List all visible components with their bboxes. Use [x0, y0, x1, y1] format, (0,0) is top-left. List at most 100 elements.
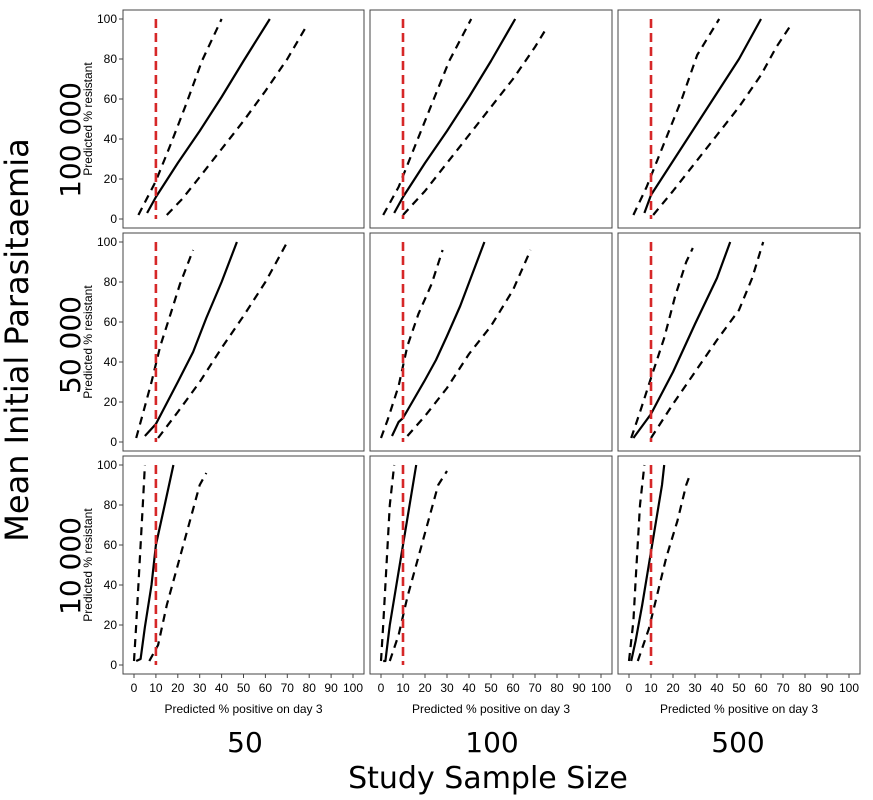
x-tick-label: 40 [215, 681, 229, 695]
x-tick-label: 90 [572, 681, 586, 695]
upper-ci-line [627, 464, 646, 662]
x-tick-label: 30 [193, 681, 207, 695]
upper-ci-line [382, 18, 473, 216]
estimate-line [144, 241, 238, 437]
col-label-500: 500 [711, 726, 764, 759]
y-tick-label: 20 [104, 395, 118, 409]
x-tick-label: 80 [303, 681, 317, 695]
x-tick-label: 60 [259, 681, 273, 695]
col-axis-title: Study Sample Size [348, 761, 628, 796]
upper-ci-line [137, 18, 223, 216]
x-tick-label: 40 [462, 681, 476, 695]
y-tick-label: 60 [104, 315, 118, 329]
estimate-line [632, 241, 732, 439]
x-tick-label: 20 [666, 681, 680, 695]
y-tick-label: 0 [110, 658, 117, 672]
panel-frame [122, 455, 365, 675]
panel-frame [369, 232, 613, 452]
x-tick-label: 60 [506, 681, 520, 695]
panel-xlabel: Predicted % positive on day 3 [412, 702, 570, 716]
upper-ci-line [132, 464, 146, 662]
x-tick-label: 70 [776, 681, 790, 695]
panel-ylabel: Predicted % resistant [81, 62, 95, 176]
panel-100000-n50: 0 20 40 60 80 100 Predicted % resistant [81, 9, 365, 229]
x-tick-label: 50 [732, 681, 746, 695]
panel-ylabel: Predicted % resistant [81, 508, 95, 622]
y-tick-label: 40 [104, 132, 118, 146]
estimate-line [135, 464, 175, 663]
lower-ci-line [650, 241, 765, 439]
panel-ylabel: Predicted % resistant [81, 285, 95, 399]
lower-ci-line [636, 472, 692, 662]
x-tick-label: 90 [324, 681, 338, 695]
estimate-line [393, 18, 517, 214]
x-tick-label: 0 [378, 681, 385, 695]
x-tick-label: 10 [644, 681, 658, 695]
y-tick-label: 100 [97, 458, 117, 472]
panel-50000-n100 [369, 232, 613, 452]
x-tick-label: 80 [798, 681, 812, 695]
y-tick-label: 0 [110, 212, 117, 226]
y-tick-label: 20 [104, 618, 118, 632]
estimate-line [630, 464, 666, 662]
lower-ci-line [388, 470, 448, 662]
y-tick-label: 40 [104, 355, 118, 369]
panel-100000-n500 [617, 9, 861, 229]
y-tick-label: 60 [104, 538, 118, 552]
x-tick-label: 10 [396, 681, 410, 695]
row-label-10000: 10 000 [54, 517, 87, 615]
row-label-100000: 100 000 [54, 82, 87, 198]
y-tick-label: 100 [97, 12, 117, 26]
x-tick-label: 0 [131, 681, 138, 695]
lower-ci-line [148, 472, 208, 662]
upper-ci-line [379, 464, 396, 662]
y-tick-label: 80 [104, 52, 118, 66]
y-tick-label: 80 [104, 275, 118, 289]
estimate-line [146, 18, 271, 214]
upper-ci-line [379, 249, 444, 439]
x-tick-label: 10 [149, 681, 163, 695]
panel-xlabel: Predicted % positive on day 3 [660, 702, 818, 716]
lower-ci-line [157, 241, 289, 439]
panel-50000-n500 [617, 232, 861, 452]
panel-frame [617, 455, 861, 675]
upper-ci-line [630, 247, 694, 439]
x-tick-label: 100 [343, 681, 363, 695]
panel-frame [617, 232, 861, 452]
x-tick-label: 100 [839, 681, 859, 695]
y-tick-label: 60 [104, 92, 118, 106]
y-tick-label: 0 [110, 435, 117, 449]
x-tick-label: 0 [626, 681, 633, 695]
y-tick-label: 80 [104, 498, 118, 512]
x-tick-label: 30 [688, 681, 702, 695]
x-tick-label: 100 [591, 681, 611, 695]
col-label-50: 50 [227, 726, 263, 759]
panel-10000-n100: 0 10 20 30 40 50 60 70 80 90 100 Predicted % positi… [369, 455, 613, 716]
estimate-line [643, 18, 762, 214]
panel-10000-n500: 0 10 20 30 40 50 60 70 80 90 100 Predicted % positi… [617, 455, 861, 716]
panel-frame [617, 9, 861, 229]
x-tick-label: 50 [237, 681, 251, 695]
lower-ci-line [166, 28, 306, 216]
x-tick-label: 20 [171, 681, 185, 695]
panel-frame [369, 455, 613, 675]
estimate-line [383, 464, 418, 663]
panel-frame [122, 9, 365, 229]
y-tick-label: 40 [104, 578, 118, 592]
panel-xlabel: Predicted % positive on day 3 [164, 702, 322, 716]
x-tick-label: 30 [440, 681, 454, 695]
panel-frame [369, 9, 613, 229]
x-tick-label: 60 [754, 681, 768, 695]
col-label-100: 100 [465, 726, 518, 759]
upper-ci-line [135, 249, 195, 439]
x-tick-label: 80 [550, 681, 564, 695]
x-tick-label: 40 [710, 681, 724, 695]
x-tick-label: 50 [484, 681, 498, 695]
panel-50000-n50: 0 20 40 60 80 100 Predicted % resistant [81, 232, 365, 452]
panel-100000-n100 [369, 9, 613, 229]
upper-ci-line [632, 18, 721, 216]
panel-10000-n50: 0 20 40 60 80 100 Predicted % resistant 0 10 20 30… [81, 455, 365, 716]
y-tick-label: 20 [104, 172, 118, 186]
